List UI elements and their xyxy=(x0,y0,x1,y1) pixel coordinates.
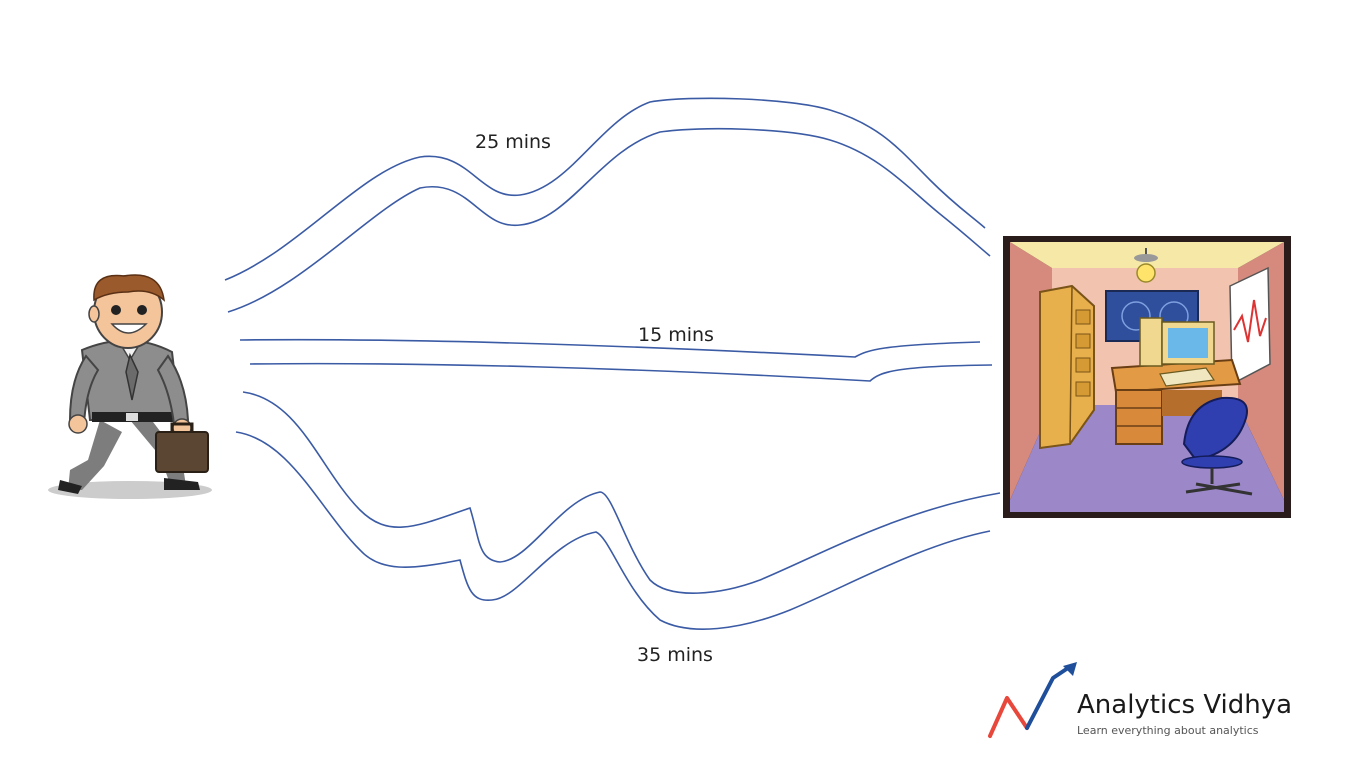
office-room-icon xyxy=(1003,236,1291,518)
route-top-road xyxy=(224,97,991,313)
route-middle-label: 15 mins xyxy=(638,324,714,346)
walking-man-icon xyxy=(48,274,212,499)
route-bottom-label: 35 mins xyxy=(637,644,713,666)
brand-tagline: Learn everything about analytics xyxy=(1077,724,1259,737)
logo-arrow-icon xyxy=(988,662,1077,738)
route-bottom-road xyxy=(235,391,1001,630)
route-middle-road xyxy=(239,338,993,382)
route-top-label: 25 mins xyxy=(475,131,551,153)
analytics-vidhya-logo: Analytics Vidhya Learn everything about … xyxy=(985,658,1345,748)
brand-name: Analytics Vidhya xyxy=(1077,690,1293,720)
